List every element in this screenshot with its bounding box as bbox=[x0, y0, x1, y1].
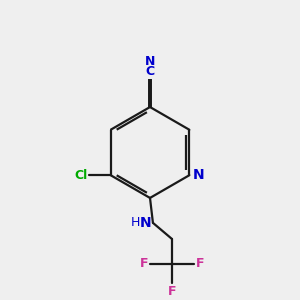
Text: N: N bbox=[145, 55, 155, 68]
Text: N: N bbox=[139, 216, 151, 230]
Text: F: F bbox=[140, 257, 148, 270]
Text: Cl: Cl bbox=[74, 169, 87, 182]
Text: N: N bbox=[193, 168, 205, 182]
Text: C: C bbox=[146, 65, 154, 78]
Text: F: F bbox=[168, 285, 176, 298]
Text: H: H bbox=[131, 216, 141, 230]
Text: F: F bbox=[196, 257, 204, 270]
